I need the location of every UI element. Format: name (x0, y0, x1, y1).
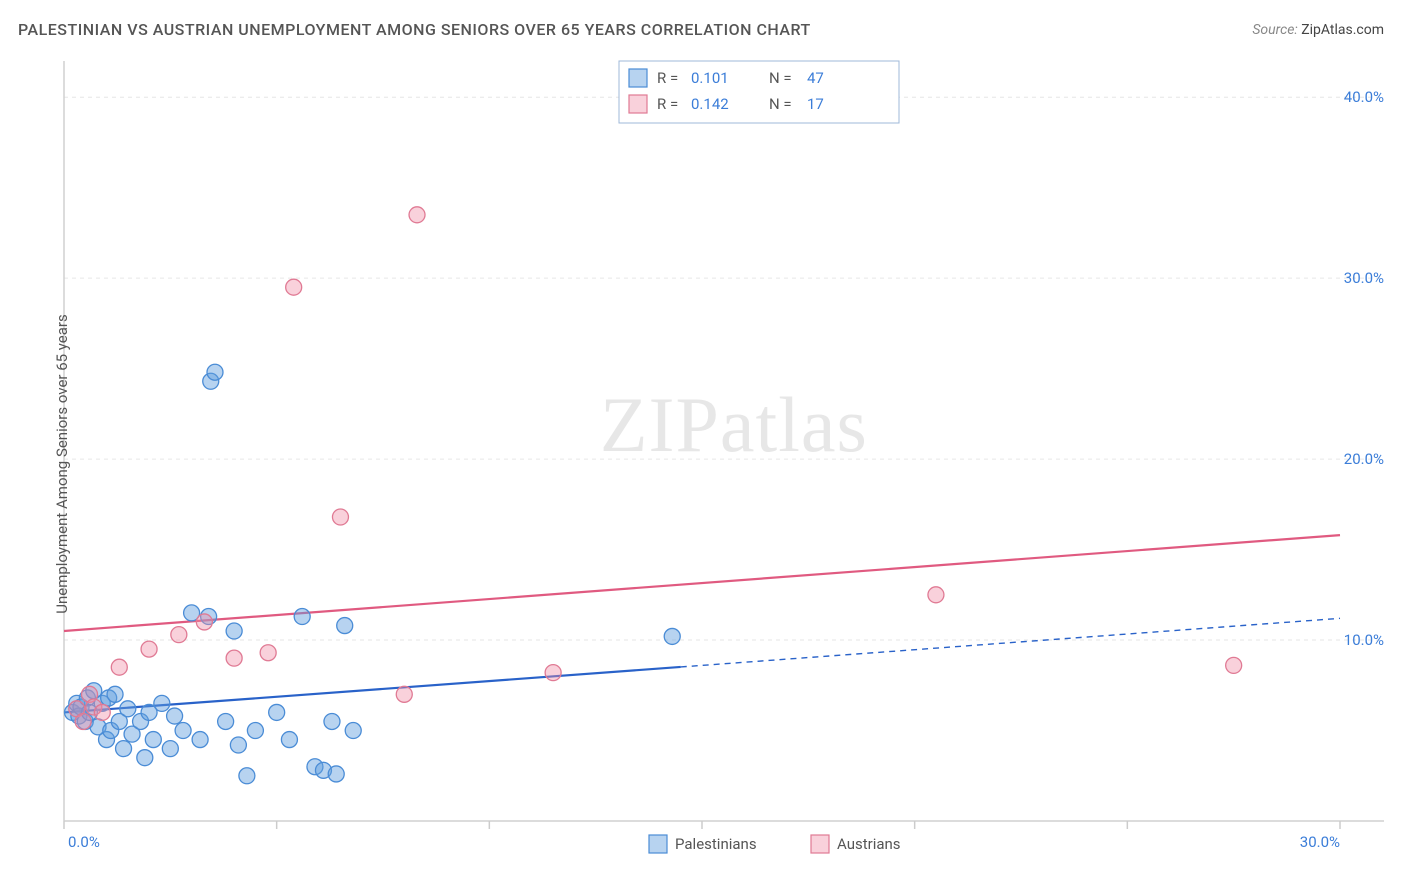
data-point (162, 741, 178, 757)
data-point (664, 628, 680, 644)
data-point (269, 704, 285, 720)
data-point (141, 641, 157, 657)
n-value: 17 (807, 95, 824, 113)
data-point (281, 732, 297, 748)
data-point (1226, 657, 1242, 673)
data-point (120, 701, 136, 717)
bottom-legend-swatch (649, 835, 667, 853)
data-point (154, 695, 170, 711)
data-point (171, 627, 187, 643)
data-point (345, 723, 361, 739)
trend-line-dashed (681, 618, 1340, 667)
y-tick-label: 20.0% (1344, 450, 1384, 468)
x-tick-label: 0.0% (68, 833, 100, 851)
data-point (545, 665, 561, 681)
r-value: 0.101 (691, 69, 729, 87)
source-value: ZipAtlas.com (1301, 22, 1384, 38)
data-point (218, 713, 234, 729)
n-label: N = (769, 95, 792, 113)
data-point (145, 732, 161, 748)
scatter-chart-svg: 10.0% 20.0% 30.0% 40.0% 0.0% 30.0% R = 0.101 N =… (50, 55, 1388, 872)
y-axis-label: Unemployment Among Seniors over 65 years (53, 314, 71, 613)
data-point (409, 207, 425, 223)
data-point (230, 737, 246, 753)
data-point (167, 708, 183, 724)
data-point (247, 723, 263, 739)
bottom-legend-label: Austrians (837, 835, 901, 853)
data-point (111, 659, 127, 675)
data-point (207, 364, 223, 380)
data-point (286, 279, 302, 295)
data-point (928, 587, 944, 603)
data-point (239, 768, 255, 784)
data-point (94, 704, 110, 720)
legend-swatch (629, 95, 647, 113)
legend-swatch (629, 69, 647, 87)
data-point (226, 623, 242, 639)
r-value: 0.142 (691, 95, 729, 113)
data-point (332, 509, 348, 525)
n-value: 47 (807, 69, 824, 87)
data-point (75, 713, 91, 729)
data-point (226, 650, 242, 666)
y-tick-label: 40.0% (1344, 88, 1384, 106)
data-point (337, 618, 353, 634)
chart-title: PALESTINIAN VS AUSTRIAN UNEMPLOYMENT AMO… (18, 20, 811, 39)
data-point (196, 614, 212, 630)
y-tick-label: 10.0% (1344, 631, 1384, 649)
source-label: Source: ZipAtlas.com (1252, 22, 1384, 38)
bottom-legend-swatch (811, 835, 829, 853)
bottom-legend-label: Palestinians (675, 835, 757, 853)
trend-line (64, 535, 1340, 631)
chart-area: Unemployment Among Seniors over 65 years… (50, 55, 1388, 872)
data-point (324, 713, 340, 729)
r-label: R = (657, 69, 678, 87)
data-point (294, 609, 310, 625)
data-point (107, 686, 123, 702)
source-prefix: Source: (1252, 22, 1301, 38)
data-point (175, 723, 191, 739)
r-label: R = (657, 95, 678, 113)
data-point (192, 732, 208, 748)
data-point (396, 686, 412, 702)
n-label: N = (769, 69, 792, 87)
y-tick-label: 30.0% (1344, 269, 1384, 287)
x-tick-label: 30.0% (1300, 833, 1340, 851)
data-point (116, 741, 132, 757)
data-point (328, 766, 344, 782)
data-point (137, 750, 153, 766)
data-point (260, 645, 276, 661)
